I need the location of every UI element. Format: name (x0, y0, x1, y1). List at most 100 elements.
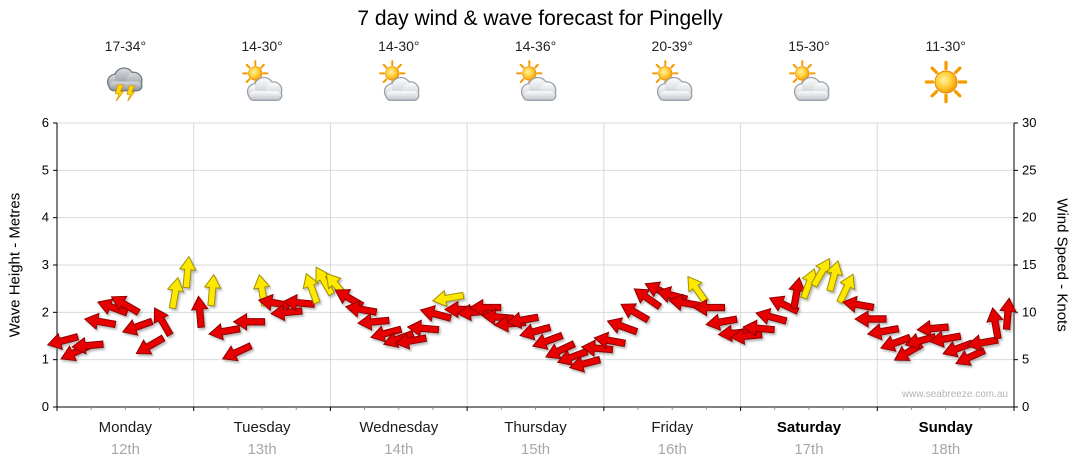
page-title: 7 day wind & wave forecast for Pingelly (357, 7, 723, 30)
wind-arrow (916, 319, 949, 338)
gridlines (57, 122, 1014, 407)
wind-arrow (166, 276, 185, 310)
wind-arrow (531, 331, 564, 350)
wind-arrow (667, 293, 701, 312)
day-header: 14-30° (194, 38, 331, 105)
wind-arrow (556, 348, 589, 367)
wind-arrow (755, 307, 788, 326)
right-tick-label: 20 (1022, 210, 1036, 225)
right-tick-label: 0 (1022, 399, 1029, 414)
wind-arrow (986, 307, 1004, 340)
wind-arrow (836, 273, 856, 305)
wind-arrow (71, 336, 104, 355)
wind-arrow (315, 266, 336, 297)
wind-arrow (232, 312, 266, 331)
temp-range: 14-30° (378, 38, 420, 54)
tick-labels: 0 1 2 3 4 5 6 0 5 10 15 20 25 30 (42, 115, 1037, 414)
wind-arrow (370, 325, 403, 343)
day-name: Thursday (504, 419, 567, 436)
wind-arrow (121, 317, 154, 336)
day-label: Monday 12th (57, 419, 194, 458)
wind-arrow (394, 332, 428, 350)
left-tick-label: 1 (42, 352, 49, 367)
wind-arrow (110, 295, 141, 316)
day-label: Saturday 17th (741, 419, 878, 458)
wind-arrow (190, 295, 209, 329)
temp-range: 20-39° (651, 38, 693, 54)
left-axis-title: Wave Height - Metres (6, 192, 24, 338)
temp-range: 14-36° (514, 38, 557, 54)
wind-arrow (810, 257, 831, 288)
temp-range: 14-30° (241, 38, 283, 54)
watermark: www.seabreeze.com.au (901, 389, 1008, 400)
wind-arrow (705, 313, 738, 331)
day-name: Tuesday (233, 419, 291, 436)
day-date: 13th (247, 441, 277, 458)
left-tick-label: 0 (42, 399, 49, 414)
day-date: 18th (931, 441, 961, 458)
left-tick-label: 2 (42, 304, 49, 319)
day-label: Sunday 18th (877, 419, 1014, 458)
temp-range: 17-34° (104, 38, 147, 54)
wind-arrow (580, 339, 614, 357)
wind-arrow (406, 319, 440, 338)
wind-arrow (928, 330, 962, 348)
wind-arrow (854, 310, 887, 328)
wind-arrow (506, 311, 540, 330)
day-name: Monday (98, 419, 153, 436)
day-date: 15th (520, 441, 551, 458)
right-axis-title: Wind Speed - Knots (1053, 198, 1071, 332)
day-header: 17-34° (57, 38, 194, 105)
wind-arrow (692, 298, 725, 317)
wind-arrow (568, 355, 602, 373)
right-tick-label: 10 (1022, 304, 1036, 319)
wind-arrow (825, 260, 844, 293)
day-name: Wednesday (359, 419, 439, 436)
day-label: Tuesday 13th (194, 419, 331, 458)
right-tick-label: 30 (1022, 115, 1036, 130)
day-label: Wednesday 14th (330, 419, 467, 458)
wind-arrow (545, 340, 577, 360)
day-date: 12th (110, 441, 140, 458)
wind-arrow (879, 333, 912, 352)
wind-arrow (788, 276, 806, 310)
day-date: 17th (794, 441, 824, 458)
day-headers: 17-34° 14-30° 14-30° 14-36° 20-39° 15-30° 11-3… (57, 38, 1014, 105)
day-labels: Monday 12th Tuesday 13th Wednesday 14th Thursd… (57, 419, 1014, 458)
wind-arrow (282, 293, 316, 312)
day-name: Sunday (918, 419, 973, 436)
wind-arrow (866, 322, 900, 341)
day-header: 14-36° (467, 38, 604, 105)
wind-arrow (357, 313, 390, 331)
temp-range: 11-30° (925, 38, 966, 54)
wind-arrow (999, 297, 1017, 330)
wind-arrow (208, 322, 241, 341)
day-header: 14-30° (330, 38, 467, 105)
wind-arrow (633, 288, 663, 311)
wind-arrow (83, 312, 117, 331)
wind-arrow (468, 298, 502, 317)
wind-arrow (942, 339, 974, 358)
wind-arrow (203, 273, 222, 307)
day-header: 15-30° (741, 38, 878, 105)
day-name: Friday (651, 419, 694, 436)
day-header: 11-30° (877, 38, 1014, 105)
day-label: Thursday 15th (467, 419, 604, 458)
wind-arrow (221, 342, 253, 362)
wind-arrow (419, 304, 453, 323)
wind-arrow (687, 275, 710, 305)
wind-arrow (153, 307, 174, 338)
wind-arrow (135, 334, 166, 355)
day-label: Friday 16th (604, 419, 741, 458)
wind-arrow (620, 303, 651, 324)
left-tick-label: 4 (42, 210, 49, 225)
wind-arrow (519, 323, 552, 341)
left-tick-label: 3 (42, 257, 49, 272)
day-date: 16th (657, 441, 687, 458)
wind-arrow (904, 332, 937, 350)
wind-arrow (593, 331, 627, 350)
left-tick-label: 5 (42, 162, 49, 177)
wind-arrow (344, 300, 378, 318)
